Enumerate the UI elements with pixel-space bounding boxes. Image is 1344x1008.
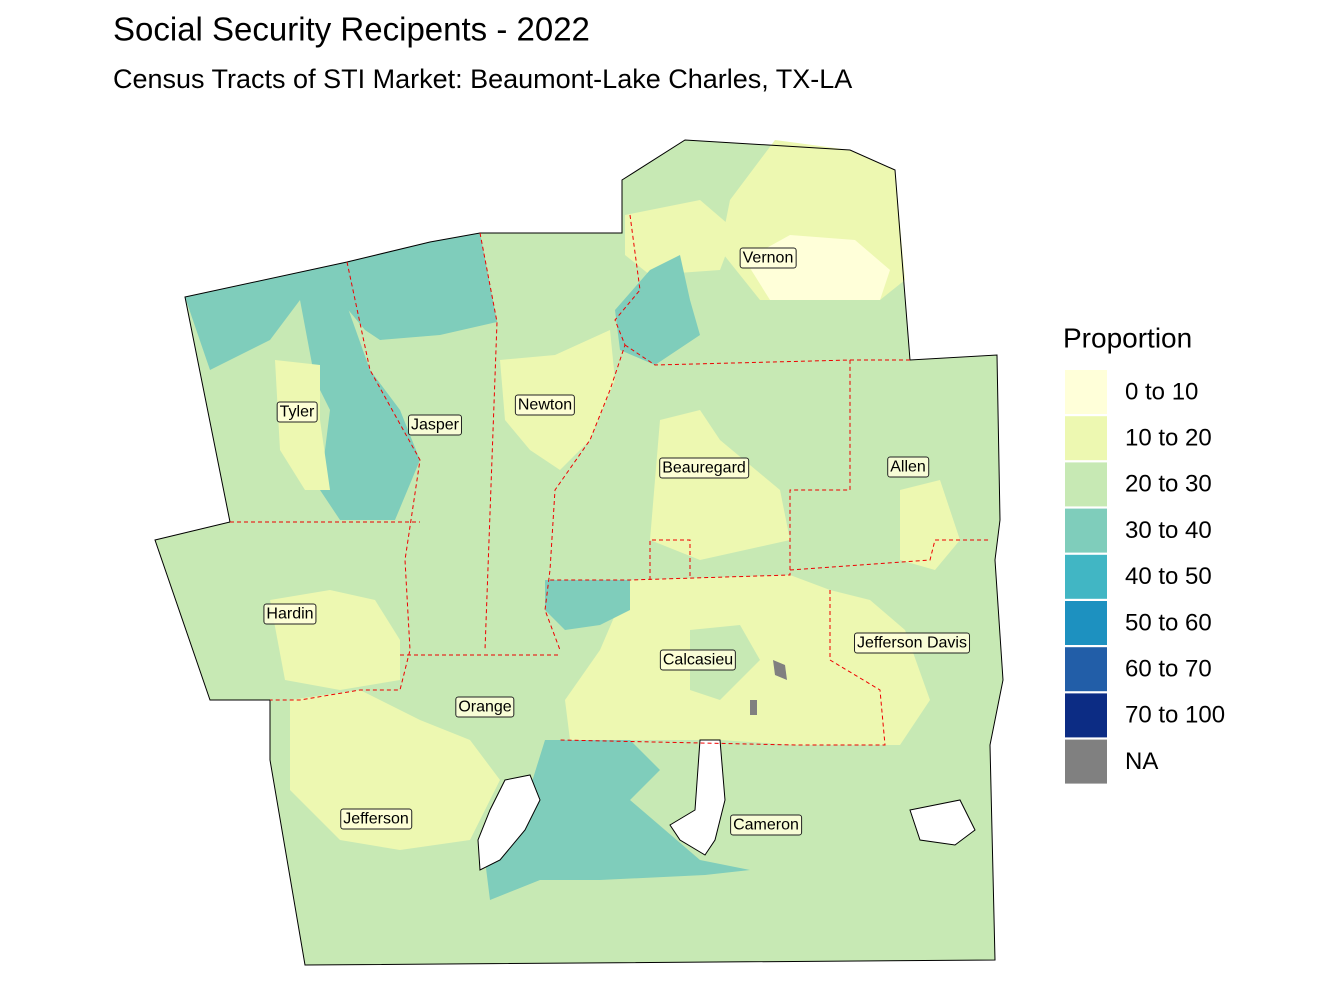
legend-swatch — [1065, 370, 1107, 414]
county-label: Orange — [455, 696, 515, 718]
county-border — [479, 232, 498, 651]
county-border — [789, 539, 990, 571]
county-border — [559, 590, 886, 746]
legend-label: 70 to 100 — [1125, 702, 1225, 729]
legend-label: 30 to 40 — [1125, 517, 1212, 544]
water — [909, 799, 976, 846]
county-label: Jasper — [407, 414, 463, 436]
tract-area — [773, 660, 787, 680]
legend-swatch — [1065, 739, 1107, 784]
legend-label: 40 to 50 — [1125, 563, 1212, 590]
legend-label: 0 to 10 — [1125, 378, 1198, 405]
tract-area — [185, 233, 497, 370]
water — [669, 739, 726, 856]
county-border — [550, 344, 851, 581]
county-label: Newton — [514, 394, 576, 416]
legend-swatch — [1065, 647, 1107, 692]
legend-label: 50 to 60 — [1125, 609, 1212, 636]
county-label: Jefferson — [340, 808, 412, 830]
legend: 0 to 10 10 to 20 20 to 30 30 to 40 40 to 50 5… — [1065, 370, 1225, 784]
map-subtitle: Census Tracts of STI Market: Beaumont-La… — [113, 64, 852, 94]
legend-label: 20 to 30 — [1125, 471, 1212, 498]
tract-area — [545, 580, 630, 630]
county-label: Hardin — [263, 603, 317, 625]
tract-area — [625, 200, 735, 275]
county-label: Allen — [887, 456, 929, 478]
legend-title: Proportion — [1063, 322, 1192, 353]
water — [477, 774, 541, 871]
tract-area — [900, 480, 960, 570]
legend-swatch — [1065, 601, 1107, 645]
legend-label: NA — [1125, 748, 1158, 775]
legend-swatch — [1065, 554, 1107, 599]
legend-label: 60 to 70 — [1125, 656, 1212, 683]
legend-swatch — [1065, 693, 1107, 738]
tract-area — [300, 300, 420, 520]
tract-area — [275, 360, 330, 490]
outline — [154, 139, 1004, 966]
legend-swatch — [1065, 508, 1107, 553]
county-label: Tyler — [276, 401, 318, 423]
tract-area — [750, 700, 757, 715]
map-title: Social Security Recipents - 2022 — [113, 11, 590, 48]
county-border — [270, 261, 421, 701]
tract-area — [485, 740, 750, 900]
county-label: Vernon — [739, 247, 797, 269]
county-border — [649, 539, 691, 580]
county-label: Jefferson Davis — [854, 632, 970, 654]
legend-swatch — [1065, 462, 1107, 507]
county-label: Cameron — [730, 814, 802, 836]
tract-area — [615, 255, 700, 365]
county-label: Beauregard — [659, 457, 749, 479]
county-label: Calcasieu — [659, 649, 737, 671]
legend-label: 10 to 20 — [1125, 425, 1212, 452]
tract-area — [650, 410, 790, 560]
legend-swatch — [1065, 416, 1107, 461]
region — [154, 139, 1004, 966]
